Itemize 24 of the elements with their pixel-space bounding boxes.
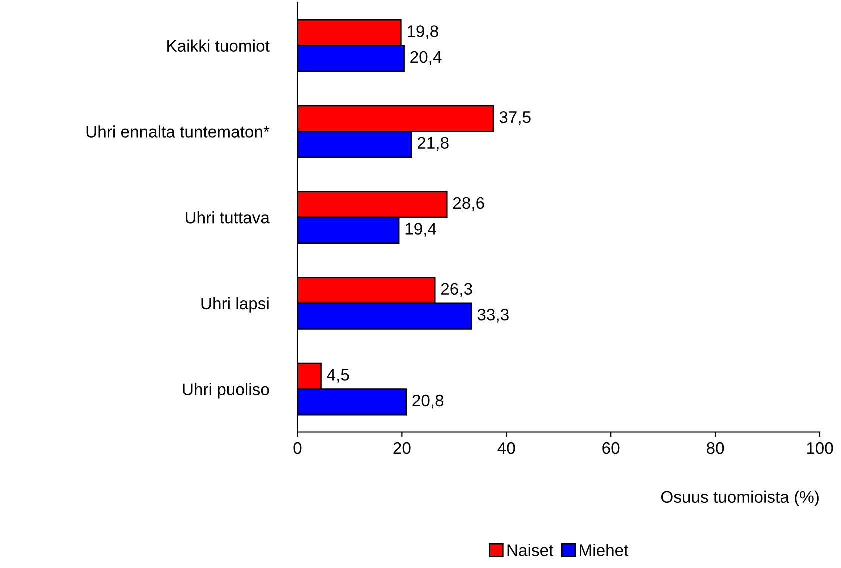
y-tick-label: Uhri puoliso — [183, 383, 270, 399]
data-label: 21,8 — [418, 137, 449, 151]
x-axis-title: Osuus tuomioista (%) — [661, 490, 819, 506]
data-label: 19,8 — [408, 26, 438, 40]
x-tick-label: 60 — [602, 442, 620, 454]
data-label: 28,6 — [453, 197, 484, 212]
y-tick-label: Uhri lapsi — [202, 297, 269, 313]
data-label: 37,5 — [500, 111, 531, 126]
data-label: 33,3 — [478, 308, 509, 323]
data-label: 26,3 — [441, 283, 472, 297]
x-tick-label: 100 — [807, 442, 834, 454]
x-tick-label: 80 — [706, 442, 724, 454]
y-tick-label: Uhri ennalta tuntematon* — [86, 126, 270, 138]
data-label: 20,8 — [412, 394, 444, 409]
legend-label: Naiset — [508, 544, 554, 556]
x-tick-label: 0 — [294, 442, 302, 454]
data-label: 19,4 — [406, 223, 437, 237]
x-tick-label: 40 — [498, 442, 516, 454]
y-tick-label: Kaikki tuomiot — [168, 40, 270, 52]
legend-label: Miehet — [580, 544, 629, 556]
x-tick-label: 20 — [394, 442, 411, 454]
y-tick-label: Uhri tuttava — [186, 212, 270, 224]
data-label: 20,4 — [410, 51, 442, 66]
data-label: 4,5 — [327, 369, 350, 383]
